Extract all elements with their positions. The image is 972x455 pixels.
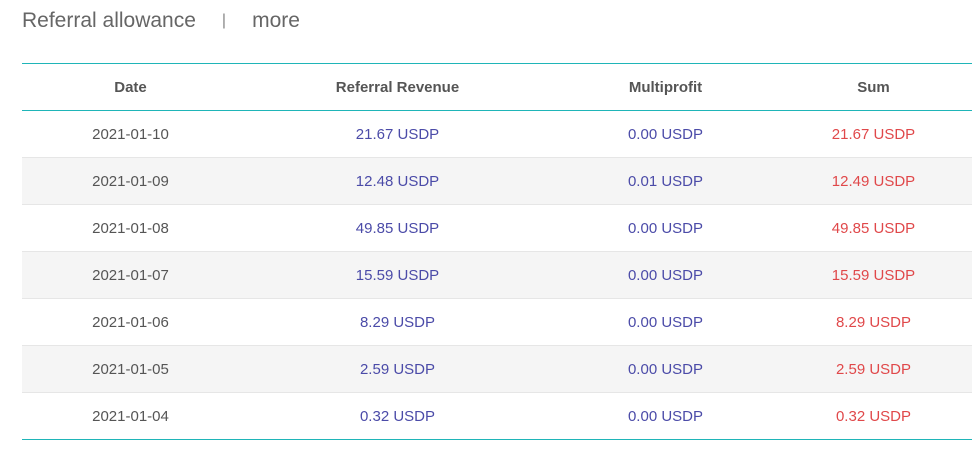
column-header-sum: Sum bbox=[857, 78, 890, 96]
table-row: 2021-01-09 12.48 USDP 0.01 USDP 12.49 US… bbox=[22, 157, 972, 205]
cell-date: 2021-01-04 bbox=[92, 407, 169, 425]
table-header-row: Date Referral Revenue Multiprofit Sum bbox=[22, 63, 972, 111]
table-body: 2021-01-10 21.67 USDP 0.00 USDP 21.67 US… bbox=[22, 111, 972, 440]
cell-date: 2021-01-08 bbox=[92, 219, 169, 237]
cell-sum: 2.59 USDP bbox=[835, 360, 912, 378]
cell-multiprofit: 0.00 USDP bbox=[627, 125, 704, 143]
cell-referral-revenue: 21.67 USDP bbox=[355, 125, 440, 143]
cell-multiprofit: 0.00 USDP bbox=[627, 360, 704, 378]
table-row: 2021-01-10 21.67 USDP 0.00 USDP 21.67 US… bbox=[22, 111, 972, 158]
cell-date: 2021-01-10 bbox=[92, 125, 169, 143]
column-header-referral-revenue: Referral Revenue bbox=[335, 78, 460, 96]
cell-multiprofit: 0.00 USDP bbox=[627, 313, 704, 331]
referral-table: Date Referral Revenue Multiprofit Sum 20… bbox=[22, 63, 972, 440]
cell-multiprofit: 0.00 USDP bbox=[627, 219, 704, 237]
table-row: 2021-01-07 15.59 USDP 0.00 USDP 15.59 US… bbox=[22, 251, 972, 299]
cell-date: 2021-01-09 bbox=[92, 172, 169, 190]
cell-date: 2021-01-06 bbox=[92, 313, 169, 331]
cell-sum: 0.32 USDP bbox=[835, 407, 912, 425]
referral-table-container: Date Referral Revenue Multiprofit Sum 20… bbox=[22, 63, 972, 440]
more-link[interactable]: more bbox=[252, 9, 300, 32]
cell-sum: 12.49 USDP bbox=[831, 172, 916, 190]
cell-referral-revenue: 15.59 USDP bbox=[355, 266, 440, 284]
cell-referral-revenue: 8.29 USDP bbox=[359, 313, 436, 331]
table-header: Date Referral Revenue Multiprofit Sum bbox=[22, 63, 972, 111]
table-row: 2021-01-05 2.59 USDP 0.00 USDP 2.59 USDP bbox=[22, 345, 972, 393]
cell-sum: 49.85 USDP bbox=[831, 219, 916, 237]
table-row: 2021-01-04 0.32 USDP 0.00 USDP 0.32 USDP bbox=[22, 393, 972, 440]
section-title: Referral allowance bbox=[22, 9, 196, 32]
cell-multiprofit: 0.00 USDP bbox=[627, 266, 704, 284]
cell-sum: 15.59 USDP bbox=[831, 266, 916, 284]
column-header-multiprofit: Multiprofit bbox=[628, 78, 703, 96]
cell-referral-revenue: 49.85 USDP bbox=[355, 219, 440, 237]
cell-date: 2021-01-07 bbox=[92, 266, 169, 284]
header-separator: | bbox=[221, 12, 227, 29]
cell-referral-revenue: 0.32 USDP bbox=[359, 407, 436, 425]
cell-referral-revenue: 2.59 USDP bbox=[359, 360, 436, 378]
cell-multiprofit: 0.00 USDP bbox=[627, 407, 704, 425]
table-row: 2021-01-08 49.85 USDP 0.00 USDP 49.85 US… bbox=[22, 205, 972, 252]
table-row: 2021-01-06 8.29 USDP 0.00 USDP 8.29 USDP bbox=[22, 299, 972, 346]
cell-referral-revenue: 12.48 USDP bbox=[355, 172, 440, 190]
cell-date: 2021-01-05 bbox=[92, 360, 169, 378]
cell-sum: 21.67 USDP bbox=[831, 125, 916, 143]
section-header: Referral allowance | more bbox=[22, 6, 300, 36]
cell-multiprofit: 0.01 USDP bbox=[627, 172, 704, 190]
cell-sum: 8.29 USDP bbox=[835, 313, 912, 331]
column-header-date: Date bbox=[114, 78, 147, 96]
